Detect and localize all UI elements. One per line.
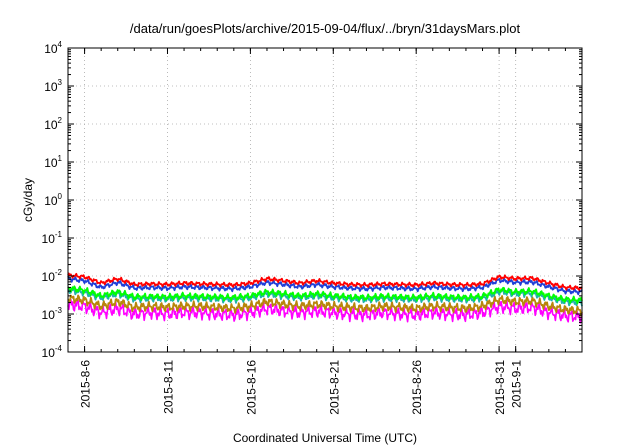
x-tick-label: 2015-8-31	[493, 360, 507, 415]
x-tick-label: 2015-8-16	[244, 360, 258, 415]
x-tick-label: 2015-9-1	[510, 360, 524, 408]
x-axis-label: Coordinated Universal Time (UTC)	[233, 431, 417, 445]
series-group	[67, 272, 583, 324]
series-line	[67, 272, 583, 291]
y-tick-label: 10-1	[42, 230, 63, 246]
y-tick-label: 103	[44, 78, 62, 94]
x-tick-label: 2015-8-26	[410, 360, 424, 415]
series-line	[67, 275, 583, 296]
chart-title: /data/run/goesPlots/archive/2015-09-04/f…	[130, 21, 521, 36]
x-tick-label: 2015-8-11	[161, 360, 175, 414]
grid	[68, 48, 582, 352]
x-tick-label: 2015-8-21	[327, 360, 341, 415]
y-tick-label: 10-3	[42, 306, 63, 322]
y-tick-label: 102	[44, 116, 62, 132]
series-line	[67, 294, 583, 317]
series-line	[67, 298, 583, 324]
series-line	[67, 285, 583, 305]
y-tick-label: 10-4	[42, 344, 63, 360]
y-tick-label: 10-2	[42, 268, 63, 284]
y-tick-label: 104	[44, 40, 62, 56]
x-tick-label: 2015-8-6	[79, 360, 93, 408]
series-line	[67, 287, 583, 307]
y-axis-label: cGy/day	[21, 178, 35, 222]
y-tick-label: 100	[44, 192, 62, 208]
y-axis: 10-4 10-3 10-2 10-1 100 101 102 103 104	[42, 40, 582, 360]
x-axis: 2015-8-6 2015-8-11 2015-8-16 2015-8-21 2015-…	[67, 48, 583, 415]
y-tick-label: 101	[44, 154, 62, 170]
